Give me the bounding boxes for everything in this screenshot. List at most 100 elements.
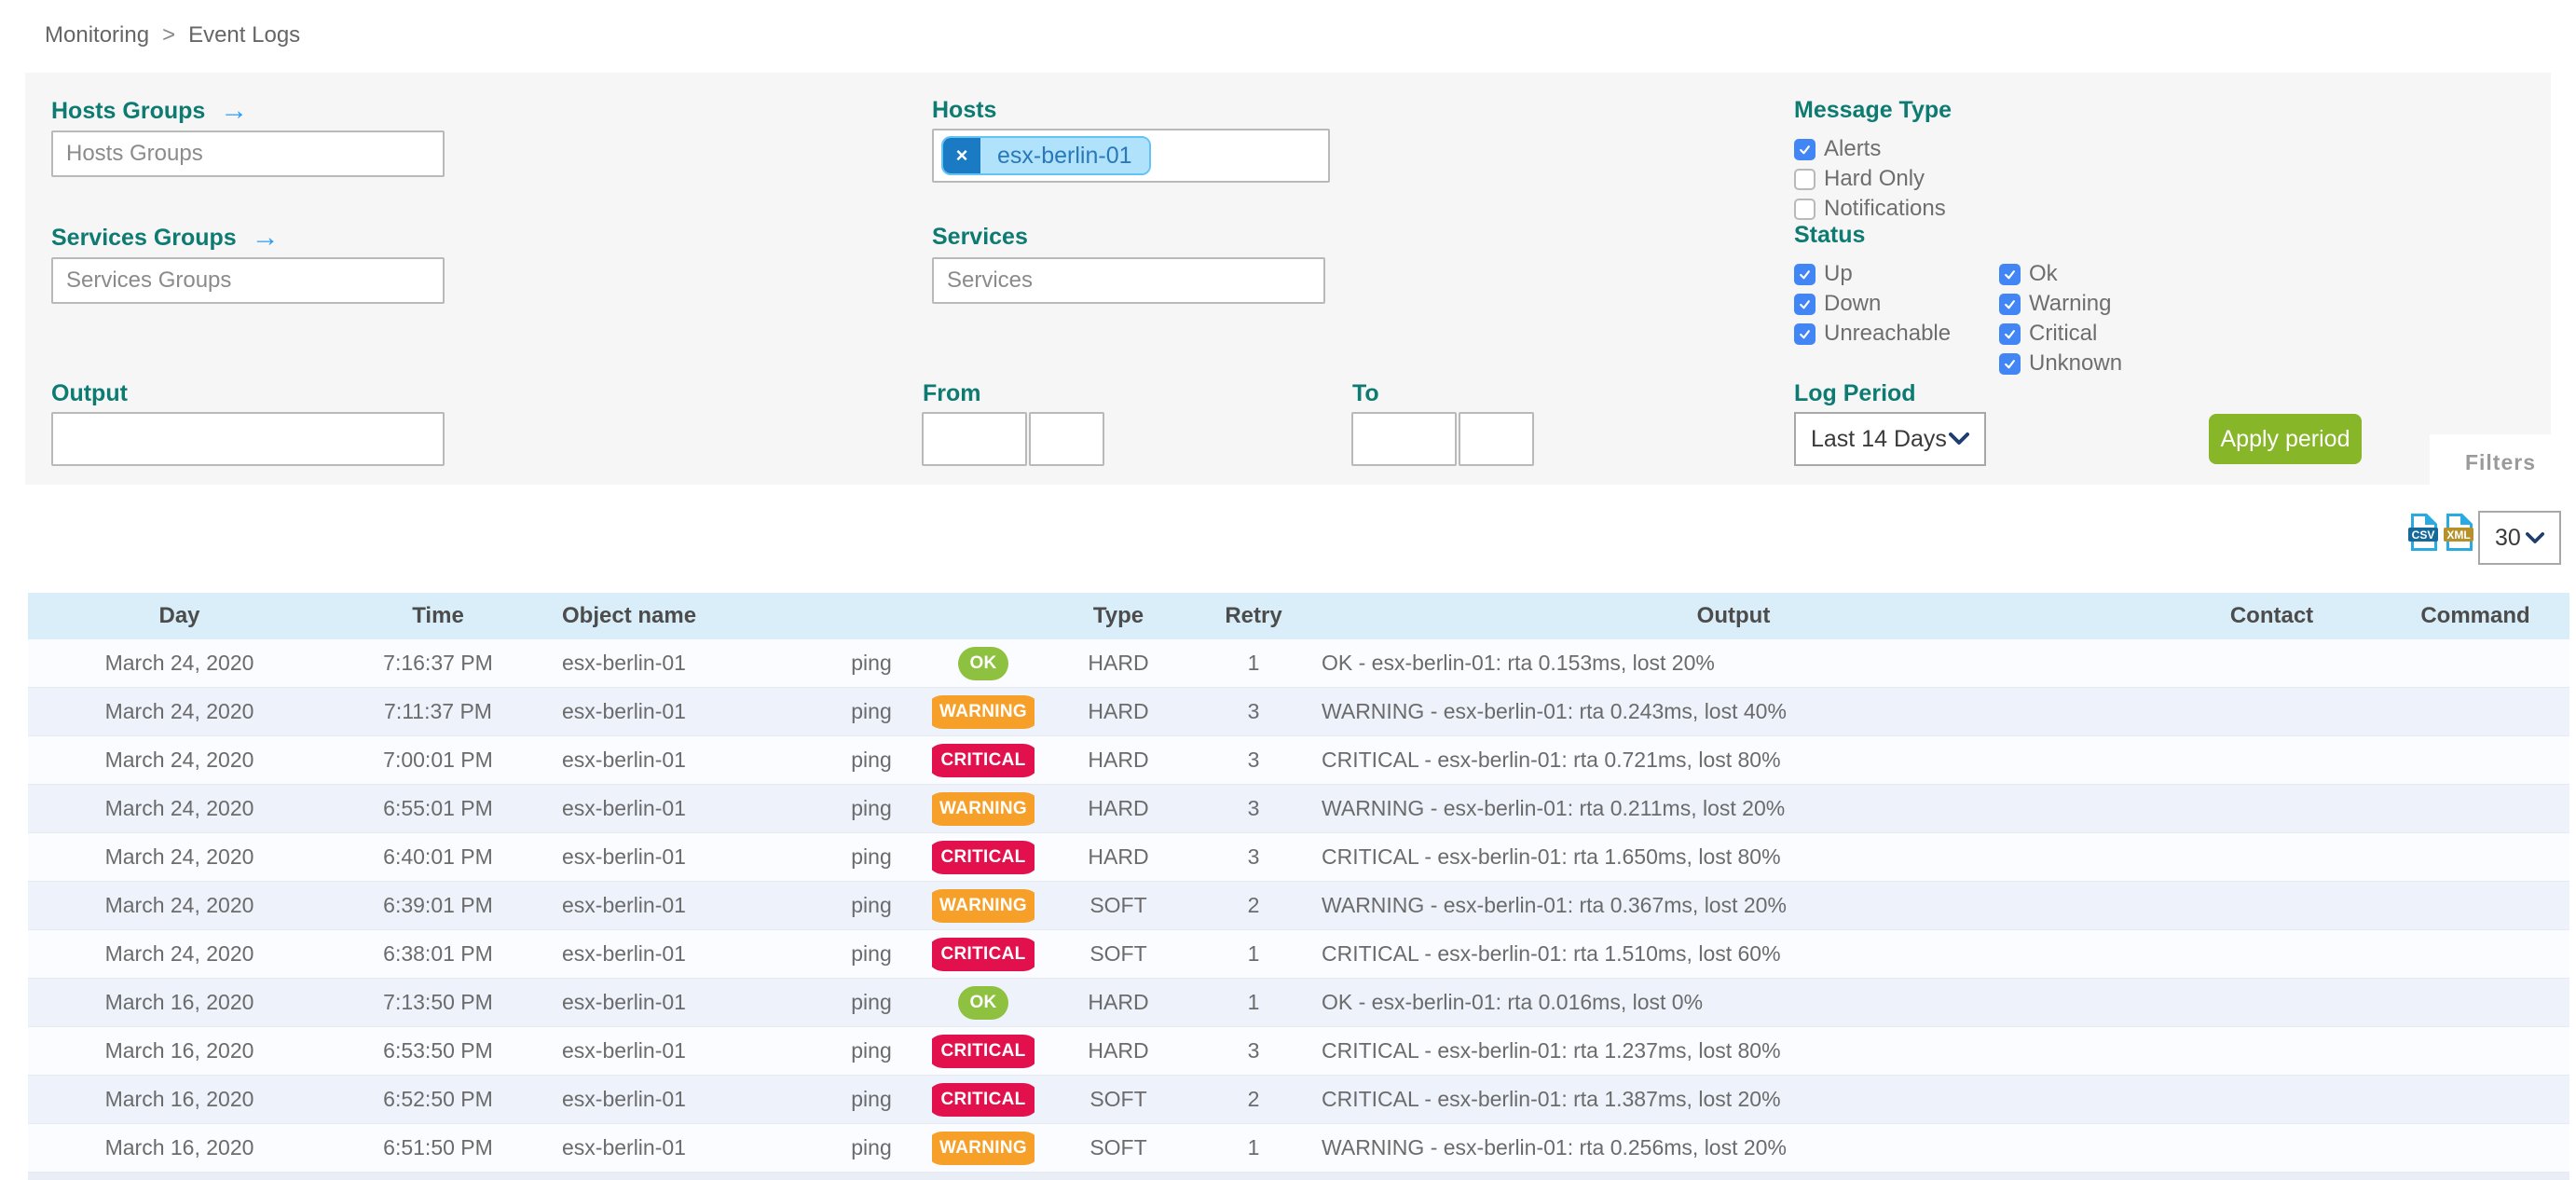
chevron-down-icon (1949, 432, 1969, 445)
cell-object-name: esx-berlin-01 (562, 893, 686, 917)
column-header-object-name[interactable]: Object name (562, 603, 697, 628)
status-badge: CRITICAL (932, 743, 1035, 777)
table-row[interactable]: March 24, 2020 6:40:01 PM esx-berlin-01 … (28, 833, 2569, 882)
checkbox[interactable] (1999, 322, 2021, 345)
cell-command (2381, 1027, 2569, 1075)
checkbox[interactable] (1999, 293, 2021, 315)
log-period-select[interactable]: Last 14 Days (1794, 412, 1986, 466)
checkbox[interactable] (1794, 168, 1816, 190)
cell-type: SOFT (1089, 941, 1147, 966)
checkbox-option[interactable]: Down (1794, 289, 1951, 319)
from-label: From (923, 380, 981, 406)
checkbox-option[interactable]: Up (1794, 259, 1951, 289)
services-groups-label: Services Groups → (51, 222, 280, 253)
cell-object-name: esx-berlin-01 (562, 990, 686, 1014)
cell-output: WARNING - esx-berlin-01: rta 0.256ms, lo… (1322, 1135, 1787, 1159)
checkbox-option[interactable]: Unreachable (1794, 319, 1951, 349)
checkbox[interactable] (1794, 138, 1816, 160)
cell-command (2381, 1124, 2569, 1172)
cell-service: ping (851, 651, 892, 675)
checkbox-option[interactable]: Warning (1999, 289, 2122, 319)
table-row[interactable]: March 16, 2020 6:53:50 PM esx-berlin-01 … (28, 1027, 2569, 1076)
svg-text:CSV: CSV (2412, 528, 2435, 542)
table-row[interactable]: March 24, 2020 7:16:37 PM esx-berlin-01 … (28, 639, 2569, 688)
table-row[interactable]: March 16, 2020 6:51:50 PM esx-berlin-01 … (28, 1124, 2569, 1173)
cell-object-name: esx-berlin-01 (562, 1038, 686, 1063)
cell-contact (2162, 1076, 2381, 1123)
cell-status: CRITICAL (932, 930, 1035, 978)
cell-retry: 2 (1247, 1087, 1260, 1111)
cell-service: ping (851, 748, 892, 772)
checkbox[interactable] (1999, 352, 2021, 375)
column-header-type[interactable]: Type (1092, 603, 1144, 628)
table-row[interactable]: March 16, 2020 7:13:50 PM esx-berlin-01 … (28, 979, 2569, 1027)
status-label: Status (1794, 222, 1866, 248)
checkbox[interactable] (1794, 263, 1816, 285)
services-input[interactable] (932, 257, 1325, 304)
cell-retry: 1 (1247, 651, 1260, 675)
cell-contact (2162, 688, 2381, 735)
cell-contact (2162, 930, 2381, 978)
column-header-day[interactable]: Day (158, 603, 200, 628)
checkbox-option[interactable]: Critical (1999, 319, 2122, 349)
checkbox-option[interactable]: Hard Only (1794, 164, 1946, 194)
log-period-label: Log Period (1794, 380, 1916, 406)
services-groups-input[interactable] (51, 257, 445, 304)
from-date-input[interactable] (922, 412, 1027, 466)
checkbox-label: Up (1824, 261, 1853, 286)
checkbox-option[interactable]: Unknown (1999, 349, 2122, 378)
page-size-select[interactable]: 30 (2478, 511, 2561, 565)
table-row[interactable]: March 24, 2020 7:00:01 PM esx-berlin-01 … (28, 736, 2569, 785)
csv-export-icon[interactable]: CSV (2407, 513, 2439, 556)
apply-period-button[interactable]: Apply period (2209, 414, 2362, 464)
cell-type: HARD (1088, 796, 1149, 820)
output-input[interactable] (51, 412, 445, 466)
table-row[interactable]: March 24, 2020 7:11:37 PM esx-berlin-01 … (28, 688, 2569, 736)
cell-contact (2162, 785, 2381, 832)
cell-output: OK - esx-berlin-01: rta 0.016ms, lost 0% (1322, 990, 1704, 1014)
from-time-input[interactable] (1029, 412, 1104, 466)
checkbox[interactable] (1794, 293, 1816, 315)
chip-label: esx-berlin-01 (980, 138, 1149, 173)
table-row[interactable]: March 24, 2020 6:38:01 PM esx-berlin-01 … (28, 930, 2569, 979)
checkbox-option[interactable]: Ok (1999, 259, 2122, 289)
services-label: Services (932, 224, 1028, 250)
cell-day: March 16, 2020 (104, 1135, 254, 1159)
xml-export-icon[interactable]: XML (2443, 513, 2474, 556)
checkbox-option[interactable]: Notifications (1794, 194, 1946, 224)
column-header-time[interactable]: Time (412, 603, 464, 628)
table-row[interactable]: March 16, 2020 6:52:50 PM esx-berlin-01 … (28, 1076, 2569, 1124)
services-groups-arrow-icon[interactable]: → (251, 222, 280, 253)
remove-chip-icon[interactable]: × (943, 138, 980, 173)
column-header-command[interactable]: Command (2420, 603, 2530, 628)
hosts-input[interactable]: × esx-berlin-01 (932, 129, 1330, 183)
cell-service: ping (851, 699, 892, 723)
hosts-groups-input[interactable] (51, 130, 445, 177)
column-header-retry[interactable]: Retry (1225, 603, 1282, 628)
checkbox-option[interactable]: Alerts (1794, 134, 1946, 164)
column-header-contact[interactable]: Contact (2229, 603, 2314, 628)
table-row[interactable]: March 24, 2020 6:55:01 PM esx-berlin-01 … (28, 785, 2569, 833)
checkbox[interactable] (1794, 198, 1816, 220)
column-header-output[interactable]: Output (1696, 603, 1771, 628)
table-row[interactable]: March 24, 2020 6:39:01 PM esx-berlin-01 … (28, 882, 2569, 930)
breadcrumb-separator: > (162, 22, 176, 48)
cell-day: March 16, 2020 (104, 1038, 254, 1063)
cell-day: March 24, 2020 (104, 796, 254, 820)
checkbox[interactable] (1999, 263, 2021, 285)
breadcrumb-monitoring[interactable]: Monitoring (45, 22, 150, 48)
cell-command (2381, 688, 2569, 735)
cell-time: 6:52:50 PM (383, 1087, 493, 1111)
partial-row-sliver (28, 1173, 2569, 1180)
selected-host-chip: × esx-berlin-01 (941, 136, 1151, 175)
cell-time: 6:55:01 PM (383, 796, 493, 820)
cell-service: ping (851, 796, 892, 820)
cell-output: WARNING - esx-berlin-01: rta 0.211ms, lo… (1322, 796, 1786, 820)
cell-status: WARNING (932, 785, 1035, 832)
checkbox[interactable] (1794, 322, 1816, 345)
to-time-input[interactable] (1459, 412, 1534, 466)
to-date-input[interactable] (1351, 412, 1457, 466)
status-column: Ok Warning Critical Unknown (1999, 259, 2122, 378)
hosts-groups-arrow-icon[interactable]: → (220, 95, 249, 126)
checkbox-label: Warning (2029, 291, 2112, 316)
